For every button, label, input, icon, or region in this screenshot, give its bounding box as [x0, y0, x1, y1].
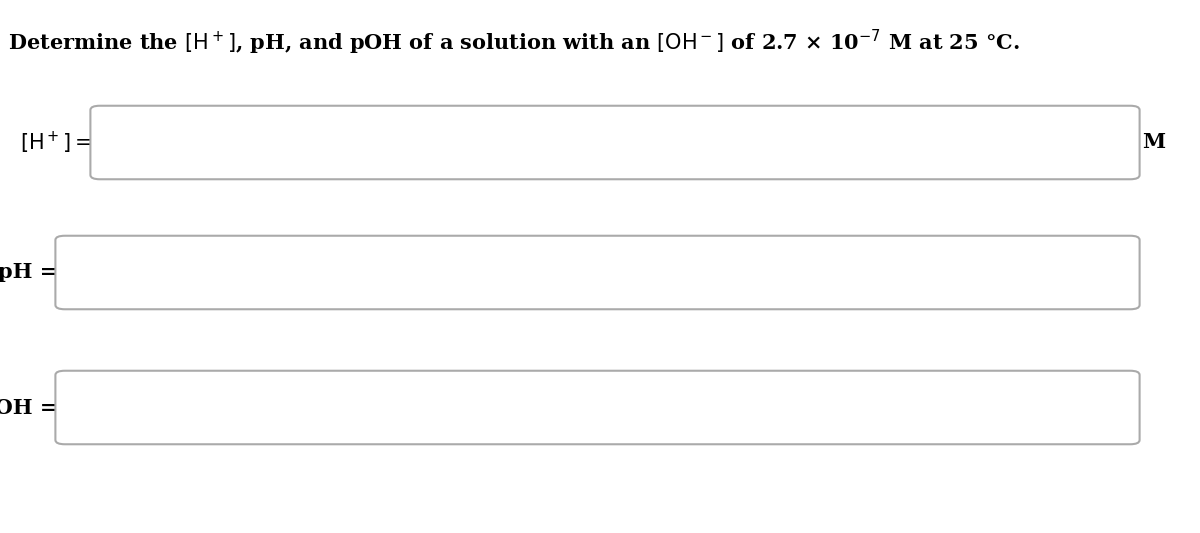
Text: $\left[\mathrm{H}^+\right] =$: $\left[\mathrm{H}^+\right] =$ [20, 130, 92, 156]
Text: Determine the $\left[\mathrm{H}^+\right]$, pH, and pOH of a solution with an $\l: Determine the $\left[\mathrm{H}^+\right]… [8, 28, 1020, 57]
Text: M: M [1142, 133, 1165, 152]
Text: pH =: pH = [0, 262, 58, 282]
Text: pOH =: pOH = [0, 398, 58, 417]
